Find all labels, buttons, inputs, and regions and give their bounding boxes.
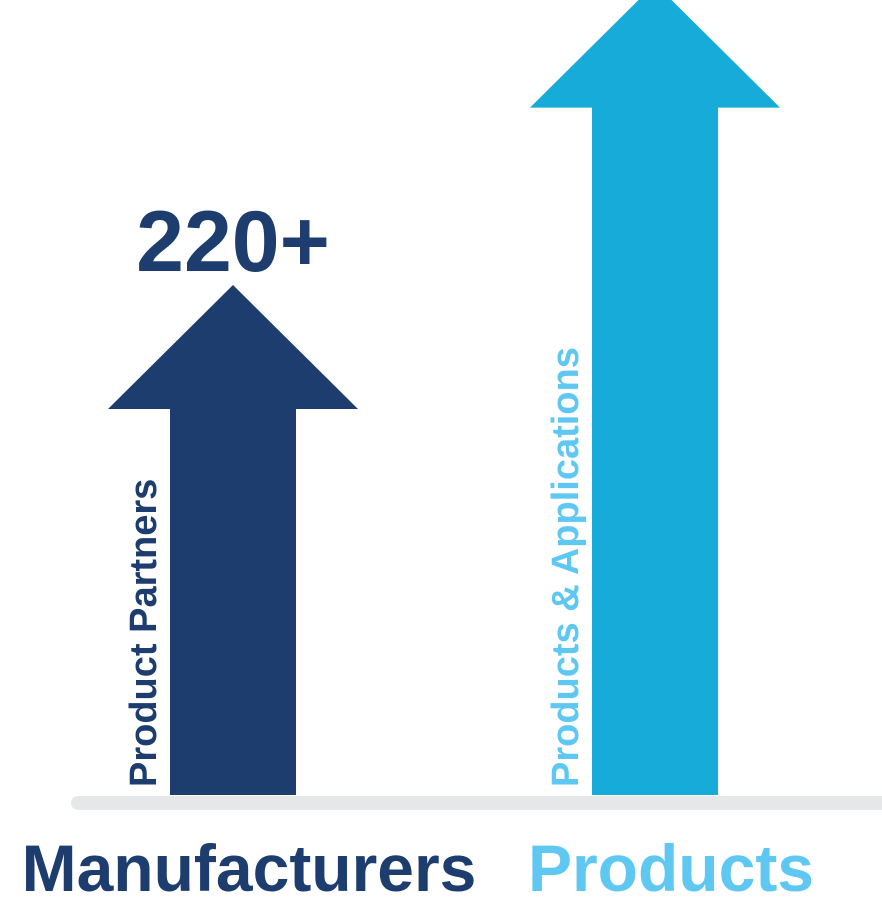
bar-label-manufacturers: Product Partners (123, 479, 165, 787)
value-label-manufacturers: 220+ (136, 194, 330, 290)
bar-arrow-products (530, 0, 780, 795)
bar-label-products: Products & Applications (545, 347, 587, 787)
bars-group: 220+Product PartnersManufacturers350+Pro… (22, 0, 814, 903)
category-label-manufacturers: Manufacturers (22, 831, 477, 898)
bar-arrow-manufacturers (108, 285, 358, 795)
category-label-products: Products (528, 831, 814, 898)
